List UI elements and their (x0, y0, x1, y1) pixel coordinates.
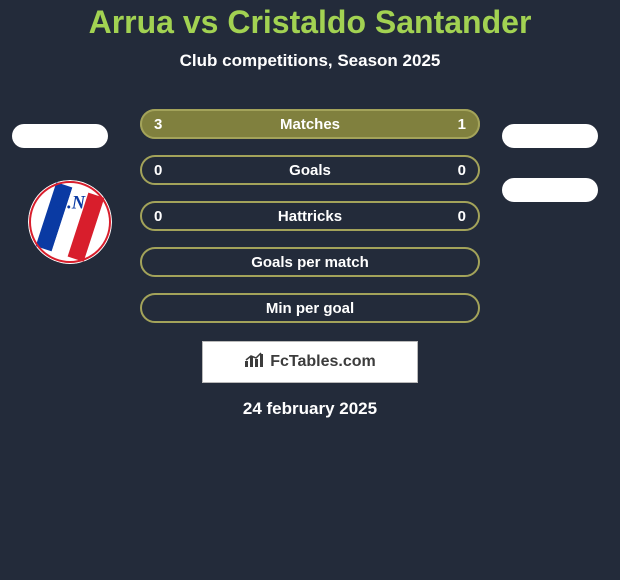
subtitle: Club competitions, Season 2025 (0, 51, 620, 71)
bar-bg (140, 247, 480, 277)
bar-right-value: 0 (458, 201, 466, 231)
bar-bg (140, 293, 480, 323)
stat-bar: Goals per match (140, 247, 480, 277)
svg-text:C.N: C.N (55, 193, 86, 213)
bar-right-fill (395, 109, 480, 139)
bar-chart-icon (244, 352, 264, 373)
page-title: Arrua vs Cristaldo Santander (0, 0, 620, 41)
stat-bar: Hattricks00 (140, 201, 480, 231)
bar-left-fill (140, 109, 395, 139)
brand-card: FcTables.com (202, 341, 418, 383)
brand-text: FcTables.com (270, 353, 376, 371)
decor-pill (502, 178, 598, 202)
bar-right-value: 1 (458, 109, 466, 139)
bar-left-value: 3 (154, 109, 162, 139)
bar-right-value: 0 (458, 155, 466, 185)
decor-pill (502, 124, 598, 148)
club-badge: C.N (28, 180, 112, 264)
bar-left-value: 0 (154, 155, 162, 185)
stat-bar: Min per goal (140, 293, 480, 323)
bar-bg (140, 155, 480, 185)
comparison-infographic: Arrua vs Cristaldo Santander Club compet… (0, 0, 620, 580)
bar-bg (140, 201, 480, 231)
date-text: 24 february 2025 (0, 399, 620, 419)
decor-pill (12, 124, 108, 148)
stat-bar: Goals00 (140, 155, 480, 185)
stat-bar: Matches31 (140, 109, 480, 139)
bar-left-value: 0 (154, 201, 162, 231)
